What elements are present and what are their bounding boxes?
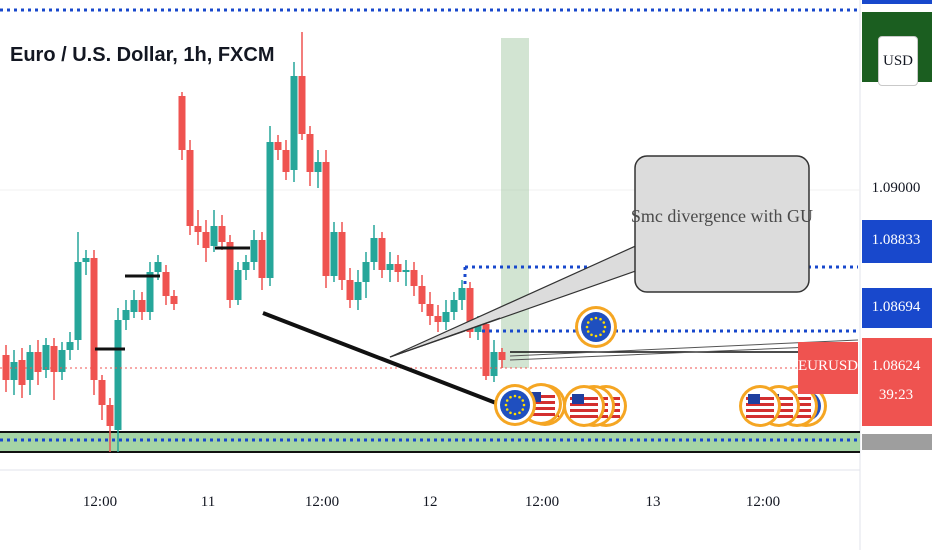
candle-body <box>82 258 90 262</box>
candle-body <box>154 262 162 272</box>
candle-body <box>50 346 58 372</box>
candle-body <box>226 242 234 300</box>
candle-body <box>370 238 378 262</box>
time-label: 11 <box>200 494 216 510</box>
price-label-1.09000: 1.09000 <box>871 180 921 196</box>
price-tag-1.08694 <box>862 288 932 328</box>
candle-body <box>250 240 258 262</box>
event-flags[interactable] <box>494 306 827 427</box>
axis-blue-top <box>862 0 932 4</box>
eu-flag-icon[interactable] <box>494 384 536 426</box>
candle-body <box>274 142 282 150</box>
callout-line <box>389 317 501 358</box>
candle-body <box>434 316 442 322</box>
time-label: 12:00 <box>745 494 781 510</box>
candle-body <box>378 238 386 270</box>
currency-button[interactable]: USD <box>878 36 918 86</box>
candle-body <box>34 352 42 372</box>
candle-body <box>482 324 490 376</box>
time-label: 12:00 <box>524 494 560 510</box>
candle-body <box>146 272 154 312</box>
candle-body <box>210 226 218 246</box>
candle-body <box>362 262 370 282</box>
candle-body <box>498 352 506 360</box>
candle-body <box>202 232 210 248</box>
candle-body <box>290 76 298 170</box>
candle-body <box>114 320 122 430</box>
candle-body <box>90 258 98 380</box>
candle-body <box>258 240 266 278</box>
candle-body <box>242 262 250 270</box>
price-tag-1.08833 <box>862 220 932 263</box>
candle-body <box>330 232 338 276</box>
symbol-tag-label: EURUSD <box>798 358 859 374</box>
time-label: 13 <box>645 494 661 510</box>
candle-body <box>402 270 410 272</box>
candle-body <box>106 405 114 426</box>
candle-body <box>58 350 66 372</box>
candle-body <box>418 286 426 304</box>
candles-group <box>2 32 506 452</box>
price-label-1.08833: 1.08833 <box>871 232 921 248</box>
trend-line[interactable] <box>262 311 497 405</box>
candle-body <box>26 352 34 380</box>
eu-flag-icon[interactable] <box>575 306 617 348</box>
candle-body <box>386 264 394 270</box>
candle-body <box>138 300 146 312</box>
candle-body <box>306 134 314 172</box>
candle-body <box>474 322 482 332</box>
candle-body <box>234 270 242 300</box>
time-label: 12:00 <box>82 494 118 510</box>
candle-body <box>322 162 330 276</box>
candle-body <box>442 312 450 322</box>
candle-body <box>10 362 18 380</box>
candle-body <box>162 272 170 296</box>
symbol-tag[interactable] <box>798 342 858 394</box>
candle-body <box>170 296 178 304</box>
candle-body <box>426 304 434 316</box>
price-tag-current <box>862 338 932 426</box>
candle-body <box>458 288 466 300</box>
us-flag-icon[interactable] <box>563 385 605 427</box>
candle-body <box>394 264 402 272</box>
candle-body <box>98 380 106 405</box>
time-label: 12 <box>422 494 438 510</box>
axis-gray-block <box>862 434 932 450</box>
callout-joint <box>640 244 690 262</box>
us-flag-icon[interactable] <box>739 385 781 427</box>
candle-body <box>130 300 138 312</box>
candle-body <box>186 150 194 226</box>
demand-zone <box>0 432 860 452</box>
candle-body <box>282 150 290 172</box>
price-label-1.08694: 1.08694 <box>871 299 921 315</box>
time-label: 12:00 <box>304 494 340 510</box>
candle-body <box>466 288 474 332</box>
candle-body <box>194 226 202 232</box>
session-highlight <box>501 38 529 368</box>
candle-body <box>410 270 418 286</box>
candle-body <box>346 280 354 300</box>
candle-body <box>218 226 226 242</box>
candle-body <box>66 342 74 350</box>
candle-body <box>298 76 306 134</box>
candle-body <box>178 96 186 150</box>
candle-body <box>450 300 458 312</box>
candle-body <box>266 142 274 278</box>
countdown-label: 39:23 <box>878 387 914 403</box>
candle-body <box>314 162 322 172</box>
candle-body <box>490 352 498 376</box>
chart-title: Euro / U.S. Dollar, 1h, FXCM <box>10 44 275 66</box>
candle-body <box>74 262 82 340</box>
callout-box[interactable] <box>634 155 810 293</box>
candle-body <box>18 360 26 385</box>
candle-body <box>354 282 362 300</box>
price-label-current: 1.08624 <box>871 358 921 374</box>
candle-body <box>122 310 130 320</box>
candle-body <box>42 345 50 370</box>
candle-body <box>338 232 346 280</box>
callout-text: Smc divergence with GU <box>631 206 813 226</box>
